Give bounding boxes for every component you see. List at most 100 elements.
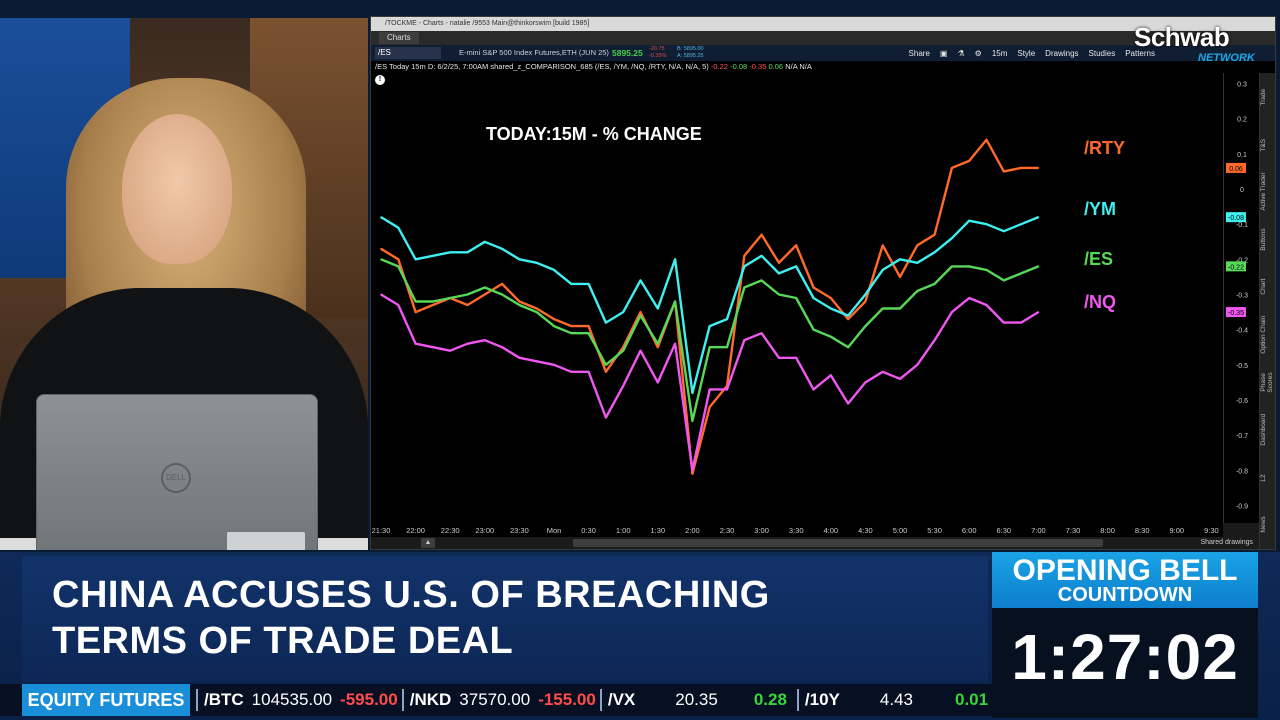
- time-axis: 21:30 22:00 22:30 23:00 23:30 Mon 0:30 1:00 1:30…: [371, 523, 1223, 537]
- time-tick-label: 1:00: [616, 526, 631, 535]
- data-point-nq: [726, 388, 728, 391]
- data-point-rty: [501, 283, 503, 285]
- data-point-ym: [864, 293, 867, 296]
- side-tab-l2[interactable]: L2: [1260, 473, 1267, 482]
- data-point-ym: [605, 321, 607, 324]
- data-point-ym: [501, 247, 503, 250]
- data-point-nq: [622, 385, 624, 387]
- info-icon[interactable]: !: [375, 75, 385, 85]
- expand-icon[interactable]: ▲: [421, 538, 435, 548]
- data-point-ym: [899, 258, 901, 261]
- symbol-description: E-mini S&P 500 Index Futures,ETH (JUN 25…: [459, 48, 609, 57]
- side-tab-chart[interactable]: Chart: [1260, 279, 1267, 296]
- data-point-nq: [449, 349, 451, 352]
- last-value-tag: [1226, 162, 1246, 173]
- chart-title: TODAY:15M - % CHANGE: [486, 124, 702, 144]
- data-point-rty: [968, 160, 970, 162]
- data-point-nq: [501, 346, 503, 349]
- legend-label-nq: /NQ: [1084, 292, 1116, 312]
- ticker-separator: [796, 689, 799, 711]
- comparison-chart-svg: TODAY:15M - % CHANGE/RTY/YM/ES/NQ: [380, 124, 1125, 475]
- data-point-nq: [899, 378, 901, 380]
- time-tick-label: 22:30: [441, 526, 460, 535]
- last-value-tag: [1226, 261, 1246, 272]
- price-tick-label: -0.9: [1236, 503, 1248, 510]
- style-button[interactable]: Style: [1017, 48, 1036, 58]
- data-point-es: [674, 300, 676, 303]
- data-point-ym: [760, 255, 763, 257]
- countdown-header: OPENING BELL COUNTDOWN: [992, 552, 1258, 608]
- ticker-symbol: /VX: [607, 690, 636, 709]
- side-tab-t-s[interactable]: T&S: [1260, 138, 1267, 151]
- data-point-es: [501, 293, 503, 296]
- data-point-es: [553, 325, 555, 327]
- chart-toolbar: /ES E-mini S&P 500 Index Futures,ETH (JU…: [371, 45, 1275, 61]
- side-tab-buttons[interactable]: Buttons: [1260, 228, 1267, 251]
- study-info-line: /ES Today 15m D: 6/2/25, 7:00AM shared_z…: [371, 61, 1275, 73]
- shared-drawings-button[interactable]: Shared drawings: [1200, 539, 1253, 546]
- studies-button[interactable]: Studies: [1088, 48, 1116, 58]
- ticker-item-nkd: /NKD 37570.00 -155.00: [398, 689, 596, 711]
- data-point-ym: [847, 314, 849, 317]
- countdown-subtitle: COUNTDOWN: [1057, 584, 1193, 606]
- window-icon[interactable]: ▣: [939, 48, 948, 58]
- data-point-es: [380, 258, 382, 261]
- chart-bottom-bar: ▲ Shared drawings: [371, 537, 1259, 549]
- data-point-es: [484, 286, 486, 289]
- study-value-rty: 0.06: [768, 62, 784, 71]
- patterns-button[interactable]: Patterns: [1125, 48, 1155, 58]
- side-tab-option-chain[interactable]: Option Chain: [1260, 315, 1267, 354]
- data-point-es: [933, 283, 936, 285]
- time-tick-label: 9:00: [1169, 526, 1184, 535]
- timeframe-button[interactable]: 15m: [991, 48, 1008, 58]
- gear-icon[interactable]: ⚙: [974, 48, 982, 58]
- data-point-ym: [518, 258, 521, 261]
- ticker-symbol: /NKD: [409, 690, 452, 709]
- data-point-rty: [657, 346, 659, 349]
- side-tab-trade[interactable]: Trade: [1260, 88, 1267, 106]
- flask-icon[interactable]: ⚗: [957, 48, 965, 58]
- side-tab-active-trader[interactable]: Active Trader: [1260, 172, 1267, 212]
- data-point-ym: [674, 258, 676, 261]
- last-value-tag-label: -0.35: [1228, 310, 1244, 317]
- time-tick-label: 2:30: [720, 526, 735, 535]
- data-point-rty: [778, 262, 780, 264]
- side-tab-phase-scores[interactable]: Phase Scores: [1260, 372, 1274, 393]
- chart-scrollbar[interactable]: [573, 539, 1103, 547]
- data-point-es: [587, 332, 590, 334]
- data-point-rty: [1003, 170, 1005, 173]
- data-point-nq: [812, 388, 815, 391]
- data-point-ym: [933, 251, 936, 254]
- ticker-change: 0.28: [753, 690, 787, 709]
- data-point-rty: [951, 167, 953, 169]
- chart-plot-area[interactable]: TODAY:15M - % CHANGE/RTY/YM/ES/NQ !: [371, 73, 1223, 523]
- data-point-rty: [933, 233, 936, 236]
- tab-charts[interactable]: Charts: [379, 32, 419, 44]
- time-tick-label: 1:30: [650, 526, 665, 535]
- countdown-box: OPENING BELL COUNTDOWN 1:27:02: [992, 552, 1258, 718]
- data-point-ym: [985, 223, 988, 225]
- side-tab-dashboard[interactable]: Dashboard: [1260, 414, 1267, 446]
- data-point-rty: [484, 293, 486, 296]
- data-point-rty: [380, 247, 382, 250]
- data-point-nq: [864, 381, 867, 384]
- data-point-rty: [864, 300, 867, 303]
- ticker-symbol: /10Y: [804, 690, 840, 709]
- bid-price: B: 5895.00: [677, 46, 704, 52]
- data-point-rty: [432, 304, 434, 306]
- schwab-network-logo: Schwab NETWORK: [1134, 22, 1264, 68]
- share-button[interactable]: Share: [908, 48, 930, 58]
- study-name: shared_z_COMPARISON_685 (/ES, /YM, /NQ, …: [490, 62, 709, 71]
- drawings-button[interactable]: Drawings: [1045, 48, 1079, 58]
- symbol-input[interactable]: /ES: [375, 47, 441, 59]
- price-change-net: -20.75: [649, 46, 665, 52]
- data-point-nq: [1003, 321, 1005, 324]
- data-point-nq: [916, 363, 919, 366]
- ticker-label: EQUITY FUTURES: [22, 684, 190, 716]
- data-point-ym: [795, 265, 797, 268]
- ticker-separator: [599, 689, 602, 711]
- data-point-rty: [397, 258, 400, 261]
- lower-third: CHINA ACCUSES U.S. OF BREACHING TERMS OF…: [0, 552, 1280, 720]
- side-tab-news[interactable]: News: [1260, 517, 1267, 534]
- time-tick-label: 3:00: [754, 526, 769, 535]
